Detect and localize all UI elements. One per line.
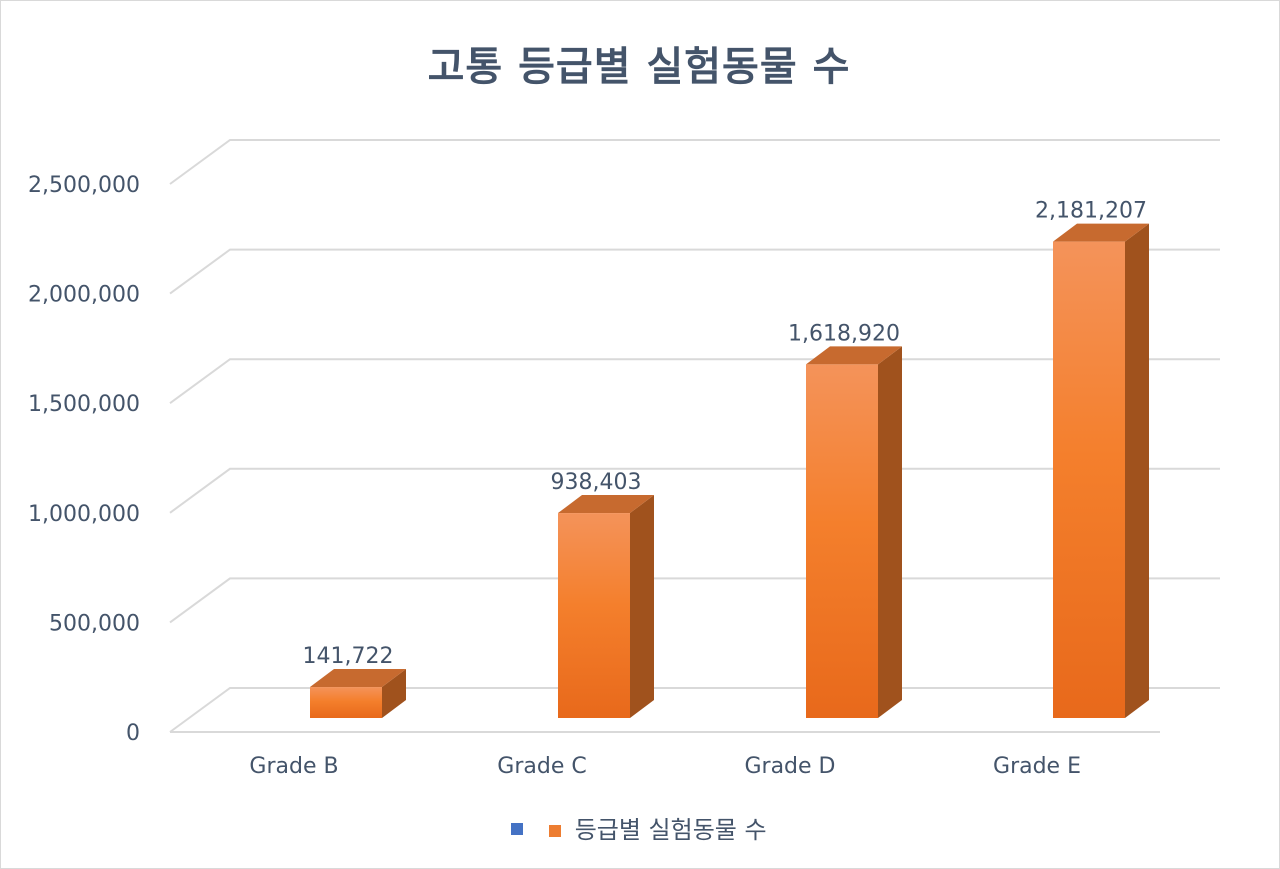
bar-side bbox=[630, 495, 654, 718]
x-tick-label: Grade E bbox=[993, 754, 1081, 779]
bar-top bbox=[1053, 223, 1149, 242]
bar-side bbox=[382, 669, 406, 718]
data-label: 938,403 bbox=[551, 470, 642, 495]
y-tick-label: 1,000,000 bbox=[28, 502, 140, 527]
bar-side bbox=[1125, 223, 1149, 718]
bar-top bbox=[558, 495, 654, 514]
bar bbox=[1053, 241, 1125, 718]
x-tick-label: Grade D bbox=[744, 754, 835, 779]
bar bbox=[310, 687, 382, 718]
bar-top bbox=[806, 346, 902, 365]
gridline bbox=[169, 248, 1220, 295]
gridline bbox=[169, 139, 1220, 185]
x-tick-label: Grade C bbox=[497, 754, 586, 779]
y-tick-label: 2,000,000 bbox=[28, 283, 140, 308]
bar bbox=[558, 513, 630, 718]
bar bbox=[806, 364, 878, 718]
legend-swatch-orange bbox=[549, 825, 562, 837]
y-tick-label: 2,500,000 bbox=[28, 173, 140, 198]
data-label: 1,618,920 bbox=[788, 321, 900, 346]
legend: 등급별 실험동물 수 bbox=[0, 810, 1278, 845]
legend-item-2: 등급별 실험동물 수 bbox=[549, 810, 767, 845]
legend-label-2: 등급별 실험동물 수 bbox=[574, 816, 767, 844]
x-tick-label: Grade B bbox=[249, 754, 338, 779]
data-label: 141,722 bbox=[303, 644, 394, 669]
bar-side bbox=[878, 346, 902, 718]
legend-swatch-blue bbox=[511, 822, 524, 835]
y-tick-label: 0 bbox=[126, 721, 140, 746]
data-label: 2,181,207 bbox=[1035, 199, 1147, 224]
y-tick-label: 1,500,000 bbox=[28, 392, 140, 417]
y-tick-label: 500,000 bbox=[49, 611, 140, 636]
bar-top bbox=[310, 669, 406, 688]
legend-item-1 bbox=[511, 814, 529, 842]
chart-title: 고통 등급별 실험동물 수 bbox=[427, 44, 851, 90]
